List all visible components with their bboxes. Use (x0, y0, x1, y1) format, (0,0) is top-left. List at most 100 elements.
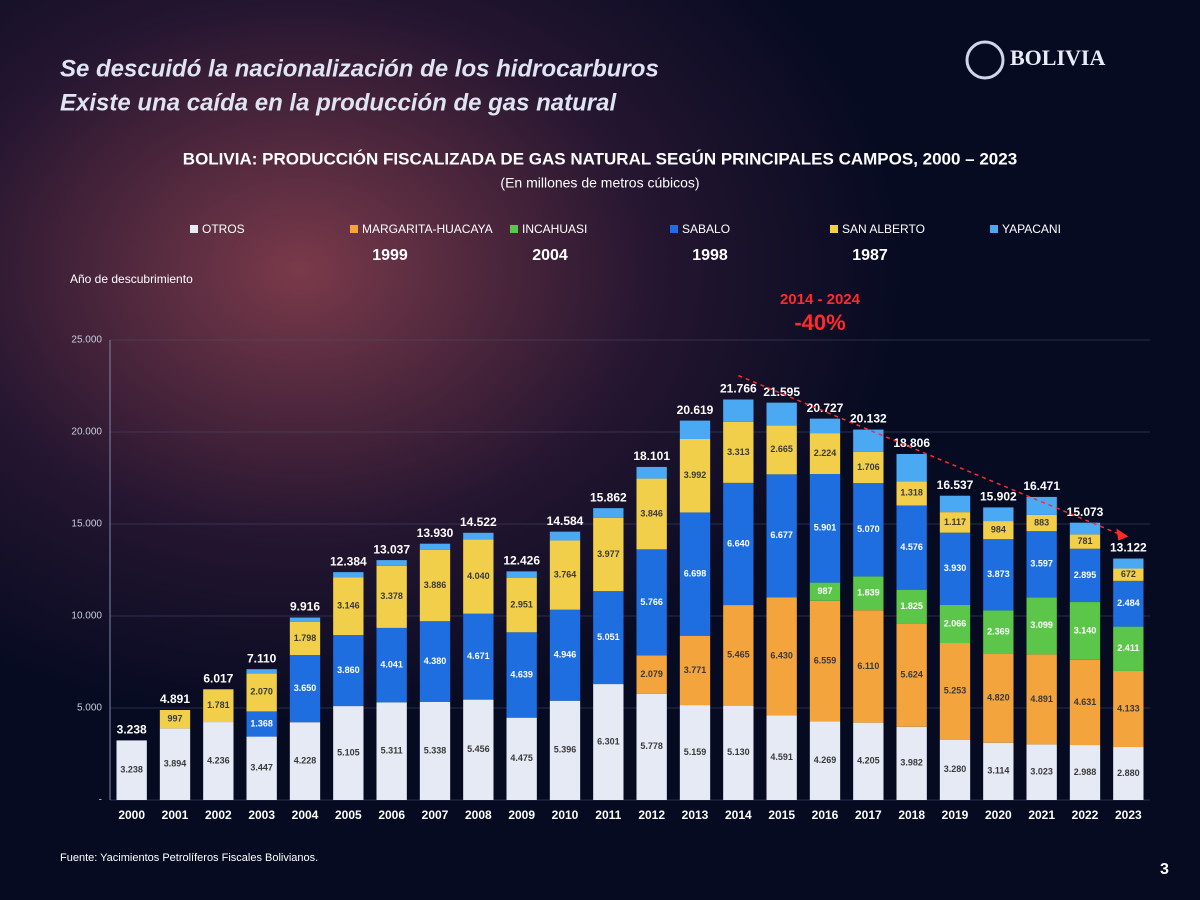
total-label: 16.537 (937, 478, 974, 492)
bar-segment (333, 635, 364, 707)
value-label: 5.070 (857, 524, 880, 534)
bar-segment (506, 717, 537, 800)
bar-segment (939, 495, 971, 513)
value-label: 5.396 (554, 745, 577, 755)
y-tick-label: 15.000 (71, 519, 102, 530)
value-label: 2.484 (1117, 598, 1140, 608)
value-label: 4.041 (380, 659, 403, 669)
x-tick-label: 2017 (855, 808, 882, 822)
value-label: 1.839 (857, 588, 880, 598)
bar-segment (333, 577, 364, 636)
value-label: 4.236 (207, 755, 230, 765)
bar-segment (809, 433, 841, 475)
value-label: 1.318 (900, 488, 923, 498)
x-tick-label: 2016 (812, 808, 839, 822)
y-tick-label: 10.000 (71, 611, 102, 622)
total-label: 14.584 (547, 514, 584, 528)
value-label: 2.895 (1074, 570, 1097, 580)
bar-segment (636, 549, 667, 656)
x-tick-label: 2023 (1115, 808, 1142, 822)
value-label: 4.205 (857, 756, 880, 766)
bar-segment (983, 742, 1014, 800)
value-label: 3.378 (380, 591, 403, 601)
x-tick-label: 2013 (682, 808, 709, 822)
bar-segment (679, 705, 711, 800)
bar-segment (506, 571, 537, 579)
bar-segment (939, 604, 971, 643)
bar-segment (549, 700, 581, 800)
value-label: 4.040 (467, 571, 490, 581)
value-label: 3.114 (987, 766, 1009, 776)
x-tick-label: 2006 (378, 808, 405, 822)
bar-segment (549, 531, 581, 541)
value-label: 3.447 (250, 763, 273, 773)
value-label: 672 (1121, 569, 1136, 579)
legend-label: YAPACANI (1002, 222, 1061, 236)
bar-segment (723, 421, 754, 483)
bar-segment (939, 642, 971, 740)
total-label: 4.891 (160, 692, 190, 706)
value-label: 6.430 (770, 651, 793, 661)
y-tick-label: - (99, 795, 102, 806)
bar-segment (636, 466, 667, 479)
value-label: 1.117 (944, 517, 966, 527)
x-tick-label: 2001 (162, 808, 189, 822)
value-label: 3.099 (1030, 620, 1053, 630)
bar-segment (723, 605, 754, 706)
total-label: 21.595 (763, 385, 800, 399)
bar-segment (1069, 522, 1101, 535)
value-label: 2.665 (770, 444, 793, 454)
bar-segment (1113, 670, 1144, 748)
bar-segment (939, 512, 971, 533)
x-tick-label: 2003 (248, 808, 275, 822)
source: Fuente: Yacimientos Petrolíferos Fiscale… (60, 852, 318, 864)
bar-segment (723, 399, 754, 422)
value-label: 3.930 (944, 563, 967, 573)
bar-segment (506, 578, 537, 633)
value-label: 3.650 (294, 683, 317, 693)
legend-label: SAN ALBERTO (842, 222, 925, 236)
bar-segment (203, 722, 234, 800)
bar-segment (1113, 747, 1144, 800)
bar-segment (593, 591, 624, 685)
value-label: 4.475 (510, 753, 533, 763)
total-label: 18.806 (893, 436, 930, 450)
total-label: 20.727 (807, 401, 844, 415)
value-label: 6.640 (727, 538, 750, 548)
chart-title: BOLIVIA: PRODUCCIÓN FISCALIZADA DE GAS N… (183, 149, 1017, 168)
x-tick-label: 2014 (725, 808, 752, 822)
legend-swatch (190, 225, 198, 233)
value-label: 1.368 (250, 718, 273, 728)
bar-segment (419, 543, 451, 550)
bar-segment (679, 420, 711, 439)
x-tick-label: 2021 (1028, 808, 1055, 822)
x-tick-label: 2010 (552, 808, 579, 822)
bar-segment (1026, 531, 1057, 598)
bar-segment (203, 689, 234, 723)
bar-segment (896, 453, 927, 482)
legend-label: OTROS (202, 222, 245, 236)
value-label: 997 (167, 714, 182, 724)
value-label: 5.051 (597, 632, 620, 642)
total-label: 13.930 (417, 526, 454, 540)
bar-segment (246, 669, 277, 674)
bar-segment (636, 693, 667, 800)
bar-segment (593, 508, 624, 518)
bar-segment (679, 512, 711, 636)
bar-segment (1069, 548, 1101, 603)
bar-segment (853, 610, 884, 723)
total-label: 21.766 (720, 382, 757, 396)
bar-segment (376, 565, 407, 628)
bar-segment (1026, 654, 1057, 745)
bar-segment (549, 540, 581, 610)
value-label: 5.311 (381, 746, 403, 756)
value-label: 3.982 (900, 758, 923, 768)
x-tick-label: 2015 (768, 808, 795, 822)
bar-segment (1113, 626, 1144, 671)
page-number: 3 (1160, 861, 1169, 878)
x-tick-label: 2011 (595, 808, 621, 822)
value-label: 2.951 (510, 600, 533, 610)
value-label: 2.411 (1117, 643, 1139, 653)
value-label: 2.224 (814, 448, 837, 458)
x-tick-label: 2007 (422, 808, 449, 822)
